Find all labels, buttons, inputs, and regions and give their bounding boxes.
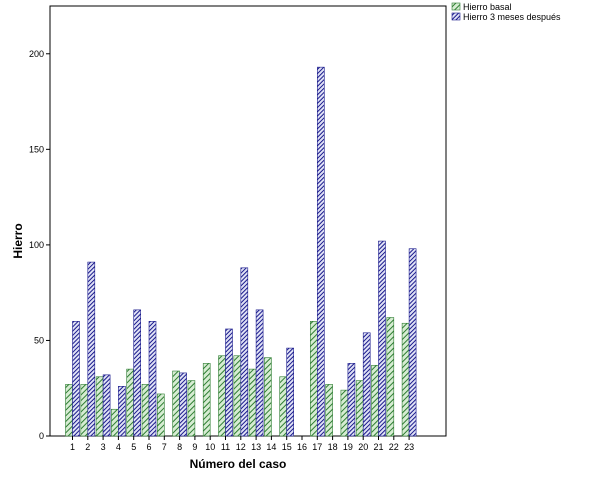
bar-hierro-basal [355, 380, 364, 437]
bars [65, 66, 417, 437]
x-tick-label: 6 [146, 442, 151, 452]
bar-hierro-3-meses [316, 66, 325, 437]
y-axis-ticks: 0 50 100 150 200 [29, 49, 50, 441]
x-tick-label: 20 [358, 442, 368, 452]
y-tick-label: 150 [29, 144, 44, 154]
legend-swatch [451, 12, 461, 21]
x-tick-label: 19 [343, 442, 353, 452]
x-tick-label: 7 [162, 442, 167, 452]
x-tick-label: 12 [236, 442, 246, 452]
bar-hierro-basal [172, 370, 180, 437]
x-axis-title: Número del caso [190, 457, 287, 471]
x-tick-label: 3 [101, 442, 106, 452]
x-tick-label: 15 [282, 442, 292, 452]
bar-hierro-3-meses [148, 321, 157, 437]
bar-hierro-3-meses [240, 267, 249, 437]
x-tick-label: 22 [389, 442, 399, 452]
y-tick-label: 200 [29, 49, 44, 59]
bar-hierro-3-meses [118, 386, 126, 437]
bar-hierro-3-meses [362, 332, 371, 437]
x-tick-label: 18 [328, 442, 338, 452]
bar-hierro-basal [218, 355, 226, 437]
bar-hierro-basal [279, 376, 288, 437]
y-axis-title: Hierro [11, 223, 25, 258]
x-tick-label: 11 [221, 442, 230, 452]
bar-hierro-basal [386, 317, 395, 437]
bar-hierro-3-meses [408, 248, 417, 437]
bar-hierro-basal [248, 368, 257, 437]
bar-hierro-3-meses [87, 261, 96, 437]
bar-hierro-basal [141, 384, 150, 437]
bar-hierro-basal [325, 384, 333, 437]
x-tick-label: 21 [373, 442, 383, 452]
bar-hierro-3-meses [179, 372, 187, 437]
y-tick-label: 0 [39, 431, 44, 441]
bar-hierro-basal [126, 368, 134, 437]
bar-hierro-basal [202, 363, 211, 437]
x-tick-label: 16 [297, 442, 307, 452]
bar-hierro-3-meses [133, 309, 141, 437]
x-tick-label: 10 [205, 442, 215, 452]
bar-hierro-3-meses [102, 374, 111, 437]
x-tick-label: 2 [85, 442, 90, 452]
x-tick-label: 23 [404, 442, 414, 452]
y-tick-label: 50 [34, 335, 44, 345]
bar-hierro-3-meses [225, 328, 233, 437]
bar-hierro-3-meses [255, 309, 264, 437]
bar-hierro-3-meses [378, 240, 386, 437]
bar-hierro-basal [111, 408, 119, 437]
bar-hierro-basal [264, 357, 272, 437]
bar-hierro-3-meses [286, 347, 295, 437]
bar-hierro-basal [340, 389, 349, 437]
bar-hierro-basal [401, 322, 410, 437]
bar-hierro-basal [80, 384, 89, 437]
x-tick-label: 1 [70, 442, 75, 452]
bar-hierro-basal [233, 355, 242, 437]
bar-hierro-basal [95, 376, 104, 437]
legend-label: Hierro basal [463, 2, 512, 12]
x-tick-label: 9 [192, 442, 197, 452]
y-tick-label: 100 [29, 240, 44, 250]
bar-hierro-basal [157, 393, 165, 437]
x-tick-label: 4 [116, 442, 121, 452]
legend-swatch [451, 2, 461, 11]
legend-label: Hierro 3 meses después [463, 12, 561, 22]
x-tick-label: 13 [251, 442, 261, 452]
bar-hierro-basal [187, 380, 196, 437]
bar-hierro-basal [309, 321, 318, 437]
x-tick-label: 8 [177, 442, 182, 452]
x-tick-label: 17 [312, 442, 322, 452]
bar-hierro-basal [65, 384, 73, 437]
bar-hierro-basal [371, 364, 379, 437]
bar-hierro-3-meses [347, 363, 356, 437]
x-tick-label: 5 [131, 442, 136, 452]
bar-hierro-3-meses [72, 321, 80, 437]
x-tick-label: 14 [266, 442, 276, 452]
x-axis-ticks: 1 2 3 4 5 6 7 8 9 10 11 12 13 14 15 16 17 18 19 20 21 22 23 [70, 436, 414, 452]
